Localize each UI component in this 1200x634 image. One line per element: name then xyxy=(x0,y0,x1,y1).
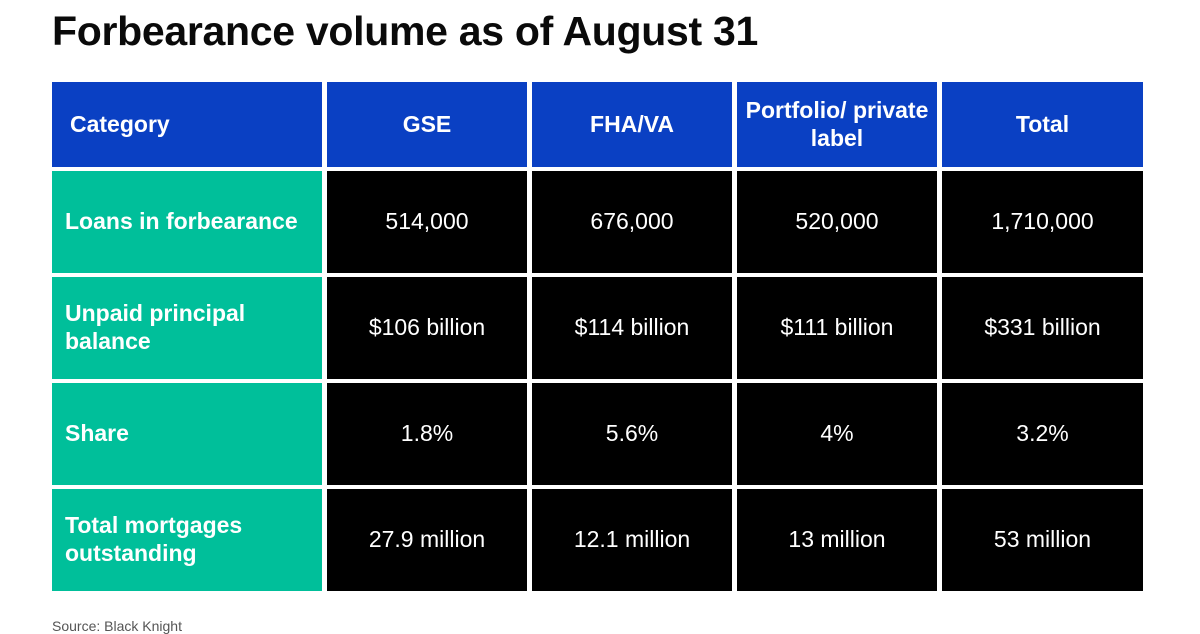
chart-title: Forbearance volume as of August 31 xyxy=(52,8,758,54)
header-total: Total xyxy=(942,82,1143,167)
row-label-total-mortgages-outstanding: Total mortgages outstanding xyxy=(52,489,322,591)
header-fha-va: FHA/VA xyxy=(532,82,732,167)
cell-upb-fha-va: $114 billion xyxy=(532,277,732,379)
header-gse: GSE xyxy=(327,82,527,167)
cell-mortgages-portfolio: 13 million xyxy=(737,489,937,591)
row-label-loans-in-forbearance: Loans in forbearance xyxy=(52,171,322,273)
cell-share-portfolio: 4% xyxy=(737,383,937,485)
cell-loans-total: 1,710,000 xyxy=(942,171,1143,273)
header-category: Category xyxy=(52,82,322,167)
cell-loans-fha-va: 676,000 xyxy=(532,171,732,273)
row-label-unpaid-principal-balance: Unpaid principal balance xyxy=(52,277,322,379)
cell-loans-portfolio: 520,000 xyxy=(737,171,937,273)
forbearance-table: Category GSE FHA/VA Portfolio/ private l… xyxy=(52,82,1143,591)
cell-upb-portfolio: $111 billion xyxy=(737,277,937,379)
header-portfolio-private-label: Portfolio/ private label xyxy=(737,82,937,167)
cell-mortgages-gse: 27.9 million xyxy=(327,489,527,591)
cell-share-total: 3.2% xyxy=(942,383,1143,485)
cell-upb-total: $331 billion xyxy=(942,277,1143,379)
cell-share-fha-va: 5.6% xyxy=(532,383,732,485)
cell-upb-gse: $106 billion xyxy=(327,277,527,379)
cell-loans-gse: 514,000 xyxy=(327,171,527,273)
cell-share-gse: 1.8% xyxy=(327,383,527,485)
cell-mortgages-fha-va: 12.1 million xyxy=(532,489,732,591)
source-note: Source: Black Knight xyxy=(52,618,182,634)
cell-mortgages-total: 53 million xyxy=(942,489,1143,591)
row-label-share: Share xyxy=(52,383,322,485)
